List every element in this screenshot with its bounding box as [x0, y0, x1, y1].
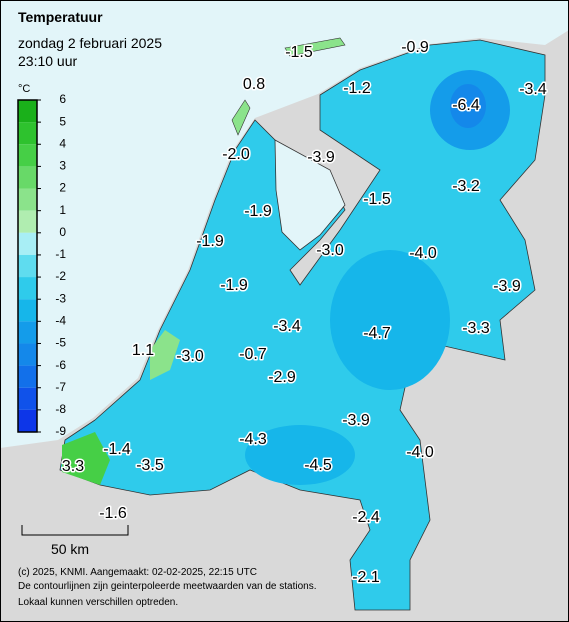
- legend-swatch: [18, 343, 37, 366]
- legend-tick-label: -7: [55, 380, 66, 394]
- station-value: -3.9: [493, 278, 521, 295]
- scale-bar: [21, 525, 129, 536]
- cold-area: [330, 250, 450, 390]
- station-value: 3.3: [62, 458, 84, 475]
- station-value: -2.0: [222, 146, 250, 163]
- footer-line: De contourlijnen zijn geinterpoleerde me…: [18, 581, 317, 592]
- legend-swatch: [18, 277, 37, 300]
- warm-area: [150, 330, 180, 380]
- station-value: -1.9: [220, 277, 248, 294]
- legend-tick-label: -1: [55, 247, 66, 261]
- station-value: -3.5: [136, 457, 164, 474]
- ijsselmeer: [274, 139, 346, 251]
- legend-tick-label: -5: [55, 336, 66, 350]
- stations: -1.5 -0.9 0.8 -1.2 -6.4 -3.4 -2.0 -3.9 -3.2 -1.5 -…: [60, 38, 548, 588]
- station-value: -3.4: [519, 81, 547, 98]
- legend-tick-label: -4: [55, 314, 66, 328]
- legend-tick-label: -8: [55, 402, 66, 416]
- legend-swatch: [18, 122, 37, 145]
- station-value: -4.0: [406, 444, 434, 461]
- station-value: -0.9: [401, 39, 429, 56]
- station-value: -1.5: [363, 191, 391, 208]
- station-value: -1.6: [99, 505, 127, 522]
- footer-line: Lokaal kunnen verschillen optreden.: [18, 597, 178, 608]
- legend-swatch: [18, 166, 37, 189]
- footer-line: (c) 2025, KNMI. Aangemaakt: 02-02-2025, …: [18, 567, 257, 578]
- station-value: -1.9: [196, 233, 224, 250]
- station-value: -4.3: [239, 431, 267, 448]
- legend-tick-label: 0: [59, 225, 66, 239]
- legend-tick-label: -6: [55, 358, 66, 372]
- legend-tick-label: -2: [55, 269, 66, 283]
- legend-frame: [17, 99, 38, 433]
- legend-tick-label: 5: [59, 114, 66, 128]
- cold-area: [245, 425, 355, 485]
- station-value: -2.4: [352, 509, 380, 526]
- legend-tick-label: -9: [55, 424, 66, 438]
- date: zondag 2 februari 2025: [18, 35, 162, 51]
- legend-swatch: [18, 321, 37, 344]
- legend-swatch: [18, 210, 37, 233]
- legend-swatch: [18, 100, 37, 123]
- legend: 6 5 4 3 2 1 0 -1 -2 -3 -4 -5 -6 -7 -8 -9: [17, 92, 66, 438]
- station-value: -1.5: [285, 44, 313, 61]
- sea: [0, 0, 569, 448]
- legend-tick-label: 3: [59, 159, 66, 173]
- station-value: -1.4: [103, 441, 131, 458]
- station-value: -3.9: [307, 149, 335, 166]
- legend-tick-label: 2: [59, 181, 66, 195]
- legend-swatch: [18, 387, 37, 410]
- time: 23:10 uur: [18, 53, 77, 69]
- cold-area: [450, 84, 486, 128]
- legend-swatch: [18, 409, 37, 432]
- legend-tick-label: 6: [59, 92, 66, 106]
- legend-unit: °C: [18, 83, 30, 95]
- legend-swatch: [18, 188, 37, 211]
- station-value: -2.1: [352, 569, 380, 586]
- station-value: -0.7: [239, 346, 267, 363]
- station-value: -1.9: [244, 203, 272, 220]
- warm-area: [62, 432, 110, 485]
- legend-tick-label: -3: [55, 291, 66, 305]
- station-value: -1.2: [343, 80, 371, 97]
- title: Temperatuur: [18, 9, 103, 25]
- legend-swatch: [18, 254, 37, 278]
- station-value: -4.0: [409, 245, 437, 262]
- legend-tick-label: 1: [59, 203, 66, 217]
- station-value: -4.7: [363, 325, 391, 342]
- station-value: -3.0: [316, 242, 344, 259]
- legend-swatch: [18, 144, 37, 167]
- station-value: -4.5: [304, 457, 332, 474]
- legend-swatch: [18, 365, 37, 388]
- station-value: 0.8: [243, 76, 265, 93]
- legend-swatch: [18, 299, 37, 322]
- station-value: -2.9: [268, 369, 296, 386]
- scale-label: 50 km: [51, 541, 89, 557]
- station-value: 1.1: [132, 342, 154, 359]
- station-value: -3.2: [452, 178, 480, 195]
- legend-swatch: [18, 232, 37, 255]
- station-value: -3.3: [462, 320, 490, 337]
- station-value: -3.4: [273, 318, 301, 335]
- station-value: -3.0: [176, 348, 204, 365]
- islands: [231, 37, 346, 136]
- station-value: -3.9: [342, 412, 370, 429]
- legend-tick-label: 4: [59, 136, 66, 150]
- station-value: -6.4: [452, 97, 480, 114]
